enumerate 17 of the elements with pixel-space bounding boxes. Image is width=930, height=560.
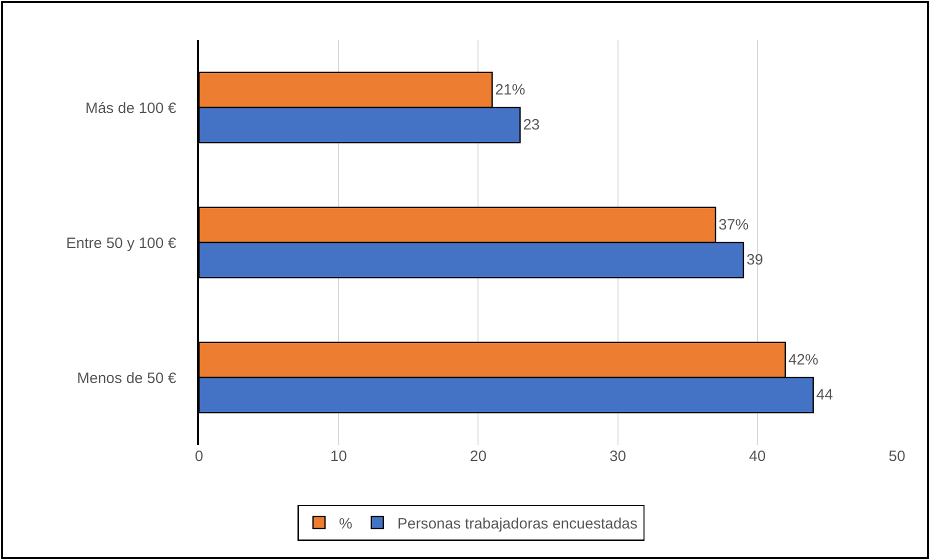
x-tick-label: 40 — [749, 448, 766, 465]
x-tick-label: 50 — [888, 448, 906, 465]
data-label: 39 — [746, 252, 764, 269]
x-tick-label: 0 — [194, 448, 204, 465]
x-tick-label: 20 — [470, 448, 487, 465]
y-tick-label: Menos de 50 € — [77, 370, 177, 387]
data-label: 44 — [816, 386, 833, 404]
data-label: 23 — [523, 116, 540, 134]
x-tick-label: 10 — [330, 448, 347, 465]
data-label: 21% — [495, 81, 526, 98]
data-label: 42% — [788, 351, 818, 368]
legend-label: Personas trabajadoras encuestadas — [397, 515, 638, 532]
legend-label: % — [339, 515, 352, 532]
data-label: 37% — [718, 216, 749, 234]
y-tick-label: Más de 100 € — [85, 100, 177, 117]
x-tick-label: 30 — [609, 448, 626, 465]
y-tick-label: Entre 50 y 100 € — [66, 234, 177, 252]
